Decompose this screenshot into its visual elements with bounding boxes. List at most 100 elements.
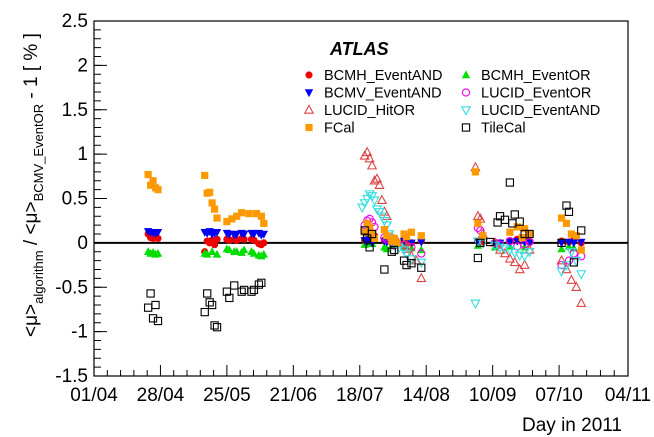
data-point [366, 223, 374, 231]
data-point [146, 289, 155, 298]
y-tick-label: -1.5 [55, 366, 88, 387]
data-point [362, 146, 373, 157]
data-point [228, 215, 236, 223]
data-point [362, 194, 373, 205]
legend-label: LUCID_HitOR [324, 103, 415, 119]
data-point [557, 244, 566, 253]
data-point [566, 274, 577, 284]
data-point [361, 228, 369, 236]
data-point [524, 248, 535, 258]
data-point [208, 199, 216, 207]
data-point [557, 238, 566, 248]
data-point [371, 205, 383, 215]
data-point [417, 232, 425, 240]
data-point [223, 217, 231, 226]
data-point [260, 239, 268, 247]
x-tick-label: 07/10 [535, 385, 583, 406]
data-point [380, 225, 388, 234]
data-point [390, 234, 398, 243]
atlas-annotation: ATLAS [329, 39, 389, 59]
data-point [561, 263, 572, 274]
data-point [473, 253, 483, 263]
data-point [576, 297, 587, 307]
legend-marker [460, 106, 472, 116]
data-point [380, 265, 389, 274]
data-point [407, 228, 416, 236]
data-point [566, 248, 577, 258]
data-point [572, 232, 580, 240]
data-point [201, 171, 209, 180]
y-axis-title: <μ>algorithm / <μ>BCMV_EventOR - 1 [ % ] [21, 33, 46, 337]
data-point [369, 174, 380, 185]
data-point [569, 258, 579, 267]
data-point [257, 212, 265, 220]
data-point [367, 229, 377, 239]
x-tick-label: 10/09 [469, 385, 517, 406]
data-point [149, 177, 157, 185]
data-point [365, 243, 374, 252]
data-point [569, 239, 579, 248]
data-point [571, 256, 582, 267]
x-tick-label: 01/04 [70, 385, 118, 406]
data-point [153, 229, 163, 237]
data-point [376, 194, 388, 205]
data-point [203, 289, 212, 298]
data-point [571, 281, 582, 292]
data-point [210, 321, 219, 330]
x-tick-label: 18/07 [336, 385, 384, 406]
data-point [374, 179, 385, 189]
data-point [525, 230, 534, 238]
data-point [520, 229, 529, 239]
data-point [474, 219, 482, 227]
data-point [382, 244, 392, 253]
data-point [239, 230, 249, 239]
data-point [371, 173, 383, 183]
data-point [252, 209, 261, 218]
data-point [238, 209, 246, 217]
data-point [212, 249, 222, 258]
data-point [567, 230, 576, 238]
data-point [402, 233, 411, 241]
data-point [153, 248, 163, 257]
y-tick-label: 1.5 [62, 100, 88, 121]
data-point [557, 214, 566, 222]
data-point [577, 238, 586, 247]
data-point [564, 207, 574, 216]
data-point [249, 248, 259, 257]
data-point [222, 287, 232, 296]
y-tick-label: 0 [77, 233, 88, 254]
data-point [393, 239, 401, 247]
legend-marker [304, 89, 314, 98]
data-point [207, 247, 217, 255]
data-point [504, 253, 516, 263]
data-point [207, 300, 217, 310]
data-point [259, 230, 268, 239]
data-point [561, 261, 572, 271]
data-point [470, 299, 481, 309]
data-point [509, 256, 520, 267]
data-point [416, 258, 427, 269]
data-point [212, 323, 222, 332]
data-point [357, 203, 368, 214]
data-point [249, 230, 259, 239]
y-tick-label: 2.5 [62, 11, 88, 32]
data-point [257, 278, 266, 287]
data-point [515, 217, 524, 226]
legend-label: LUCID_EventOR [481, 86, 591, 102]
axes-group: -1.5 -1 -0.5 0 0.5 1 1.5 2 2.5 01/04 28/04 25/05 21/… [55, 11, 651, 406]
data-point [504, 246, 516, 256]
data-point [407, 259, 416, 268]
data-point [505, 178, 515, 187]
data-point [576, 270, 587, 280]
data-point [556, 267, 567, 278]
legend-marker [461, 70, 471, 79]
data-point [387, 247, 396, 256]
x-tick-label: 04/11 [605, 385, 651, 406]
data-point [519, 259, 530, 269]
legend-label: BCMV_EventAND [324, 86, 442, 102]
data-point [205, 298, 214, 307]
data-point [577, 226, 586, 235]
legend-label: BCMH_EventOR [481, 68, 591, 84]
